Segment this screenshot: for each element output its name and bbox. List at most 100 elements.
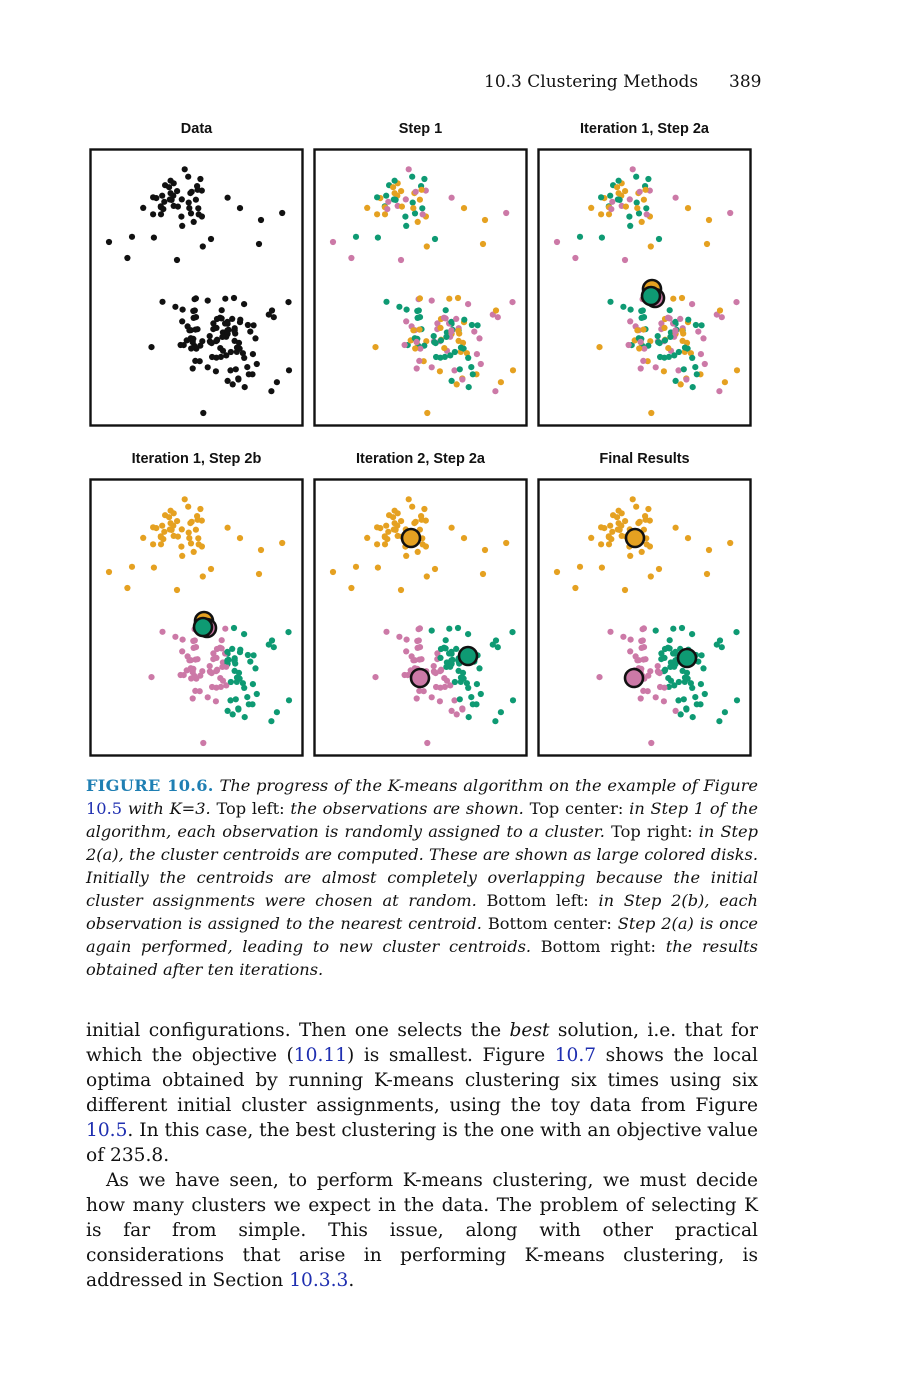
- point-orange: [160, 536, 167, 543]
- point-green: [652, 627, 659, 634]
- point-green: [692, 321, 699, 329]
- point-orange: [195, 541, 202, 548]
- point-orange: [384, 536, 391, 543]
- point-green: [416, 314, 424, 321]
- point-orange: [640, 326, 647, 333]
- point-green: [733, 629, 740, 636]
- figure-link-10-5[interactable]: 10.5: [86, 1120, 128, 1141]
- point-orange: [409, 503, 416, 510]
- point-green: [224, 707, 231, 714]
- point-orange: [608, 536, 615, 543]
- point-orange: [588, 204, 595, 211]
- point-pink: [383, 628, 390, 635]
- point-black: [148, 344, 155, 351]
- point-green: [672, 318, 679, 325]
- point-pink: [348, 254, 355, 262]
- point-pink: [218, 637, 225, 644]
- point-green: [229, 645, 236, 652]
- point-orange: [418, 516, 425, 523]
- figure-link-10-7[interactable]: 10.7: [554, 1045, 597, 1066]
- point-orange: [398, 203, 405, 210]
- section-link[interactable]: 10.3.3: [289, 1270, 349, 1291]
- point-black: [208, 340, 215, 347]
- point-green: [469, 371, 476, 378]
- figure-link[interactable]: 10.5: [86, 799, 123, 818]
- point-black: [186, 205, 193, 212]
- point-orange: [391, 507, 398, 514]
- point-orange: [648, 409, 655, 417]
- point-green: [447, 352, 454, 359]
- point-pink: [695, 328, 702, 335]
- point-pink: [643, 211, 650, 218]
- point-pink: [216, 644, 224, 651]
- point-green: [224, 648, 231, 655]
- p1-text-e: shows the local optima obtained by runni…: [86, 1045, 758, 1116]
- point-green: [672, 648, 679, 655]
- point-pink: [397, 256, 405, 264]
- point-orange: [174, 533, 181, 540]
- point-orange: [634, 205, 641, 212]
- centroid-green: [457, 645, 479, 667]
- point-green: [451, 678, 458, 686]
- point-green: [231, 657, 238, 664]
- point-pink: [644, 688, 651, 695]
- point-black: [204, 297, 211, 304]
- p1-text-a: initial configurations. Then one selects…: [86, 1020, 502, 1041]
- point-pink: [385, 198, 392, 205]
- point-green: [227, 697, 234, 704]
- point-black: [187, 210, 195, 217]
- point-green: [383, 192, 390, 199]
- point-green: [456, 696, 463, 703]
- point-black: [241, 384, 248, 391]
- paragraph-1: initial configurations. Then one selects…: [86, 1018, 758, 1168]
- p1-text-f: . In this case, the best clustering is t…: [86, 1120, 759, 1166]
- point-green: [247, 658, 254, 665]
- point-pink: [192, 656, 199, 663]
- equation-link[interactable]: 10.11: [293, 1045, 348, 1066]
- point-green: [700, 665, 707, 672]
- point-orange: [622, 203, 629, 210]
- point-pink: [403, 318, 410, 325]
- point-black: [192, 314, 200, 321]
- point-green: [664, 644, 672, 651]
- point-pink: [204, 694, 211, 701]
- point-orange: [414, 218, 421, 225]
- point-orange: [352, 563, 360, 570]
- point-orange: [436, 368, 443, 375]
- point-orange: [187, 540, 195, 547]
- point-black: [195, 205, 202, 212]
- point-green: [419, 205, 426, 212]
- point-orange: [178, 543, 185, 550]
- point-black: [239, 350, 246, 357]
- point-orange: [186, 535, 193, 542]
- point-green: [440, 644, 448, 651]
- point-black: [192, 196, 199, 203]
- point-orange: [207, 565, 215, 573]
- point-green: [661, 667, 669, 674]
- point-orange: [455, 327, 462, 334]
- point-orange: [390, 184, 397, 191]
- point-pink: [672, 194, 679, 201]
- point-green: [383, 298, 390, 305]
- point-green: [235, 706, 242, 713]
- point-green: [224, 658, 231, 665]
- point-pink: [448, 328, 455, 335]
- point-pink: [420, 688, 427, 695]
- point-black: [268, 307, 276, 314]
- point-orange: [374, 564, 381, 571]
- point-black: [244, 364, 251, 371]
- point-green: [430, 333, 437, 340]
- point-orange: [398, 188, 405, 195]
- point-pink: [384, 206, 391, 213]
- point-orange: [614, 514, 621, 521]
- point-pink: [637, 338, 644, 345]
- point-orange: [372, 344, 379, 351]
- point-green: [733, 697, 741, 704]
- point-pink: [672, 707, 679, 714]
- point-green: [468, 694, 475, 701]
- point-black: [195, 211, 202, 218]
- point-black: [250, 322, 257, 329]
- point-green: [468, 364, 475, 371]
- point-green: [268, 637, 276, 644]
- point-green: [391, 177, 398, 184]
